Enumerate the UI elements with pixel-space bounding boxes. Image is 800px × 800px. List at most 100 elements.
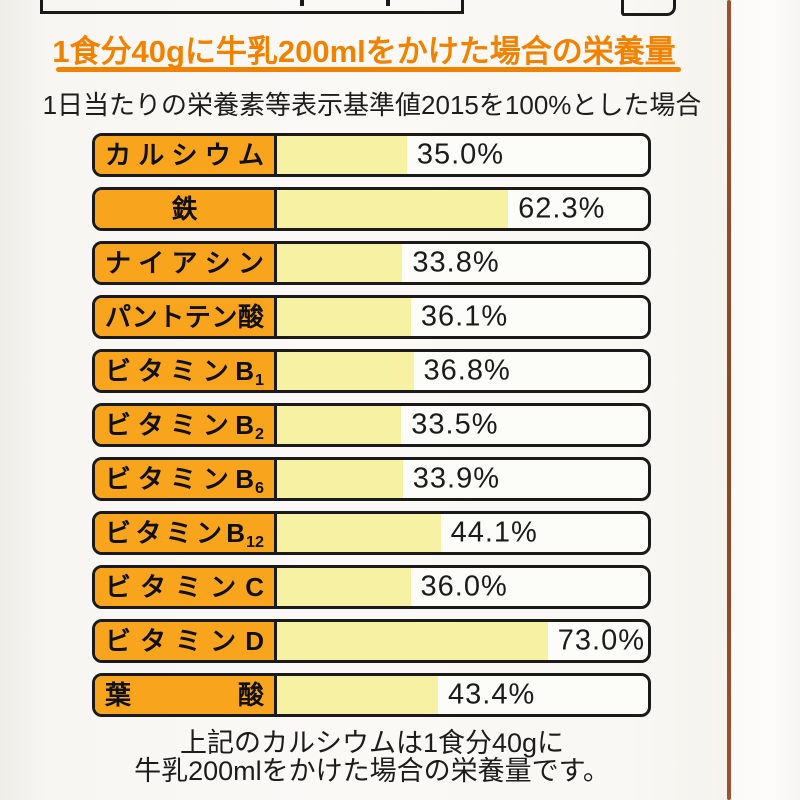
label-char: ン (210, 626, 237, 656)
nutrient-label: 葉酸 (95, 676, 277, 714)
label-char: パ (105, 302, 132, 332)
label-char: ト (158, 302, 185, 332)
cutoff-box-remnant (621, 0, 676, 16)
bar-value-label: 44.1% (450, 516, 538, 549)
label-subscript: 6 (255, 478, 264, 497)
nutrient-row: 鉄 62.3% (92, 187, 651, 231)
label-char: ン (202, 410, 229, 440)
label-char: ビ (105, 464, 132, 494)
nutrient-row: 葉酸 43.4% (92, 673, 651, 717)
package-edge-line (727, 0, 731, 800)
label-char: ミ (165, 518, 192, 548)
nutrient-label: 鉄 (95, 190, 277, 228)
label-char: C (245, 572, 264, 602)
nutrient-label: パントテン酸 (95, 298, 277, 336)
label-char: ビ (105, 356, 132, 386)
label-char: B6 (235, 464, 264, 497)
nutrient-row: ナイアシン 33.8% (92, 241, 651, 285)
label-char: 葉 (105, 680, 132, 710)
bar-value-label: 62.3% (518, 192, 606, 225)
label-char: 鉄 (171, 194, 198, 224)
bar-fill (277, 298, 411, 336)
bar-track: 36.8% (277, 352, 648, 390)
bar-value-label: 36.0% (420, 570, 508, 603)
label-char: ミ (170, 410, 197, 440)
package-edge-background (731, 0, 800, 800)
label-char: ナ (105, 248, 132, 278)
bar-value-label: 33.5% (411, 408, 499, 441)
bar-fill (277, 460, 403, 498)
label-char: ン (211, 302, 238, 332)
label-char: ン (237, 248, 264, 278)
label-char: ビ (105, 410, 132, 440)
table-cell-divider (300, 0, 304, 6)
label-char: タ (140, 626, 167, 656)
label-char: ビ (105, 572, 132, 602)
label-char: ビ (105, 626, 132, 656)
bar-fill (277, 514, 441, 552)
panel-subtitle: 1日当たりの栄養素等表示基準値2015を100%とした場合 (42, 90, 702, 120)
label-char: タ (137, 464, 164, 494)
label-char: ウ (204, 140, 231, 170)
bar-fill (277, 244, 403, 282)
label-char: ビ (105, 518, 132, 548)
bar-track: 62.3% (277, 190, 648, 228)
nutrient-row: ビタミン B2 33.5% (92, 403, 651, 447)
bar-track: 35.0% (277, 136, 648, 174)
label-char: シ (171, 140, 198, 170)
label-char: 酸 (237, 680, 264, 710)
footnote-caption: 上記のカルシウムは1食分40gに 牛乳200mlをかけた場合の栄養量です。 (0, 729, 744, 785)
label-subscript: 12 (246, 532, 264, 551)
label-char: ミ (175, 626, 202, 656)
bar-fill (277, 622, 548, 660)
nutrient-label: カルシウム (95, 136, 277, 174)
bar-track: 36.0% (277, 568, 648, 606)
nutrient-label: ビタミン B12 (95, 514, 277, 552)
label-char: ン (202, 464, 229, 494)
bar-track: 44.1% (277, 514, 648, 552)
nutrient-row: カルシウム 35.0% (92, 133, 651, 177)
bar-value-label: 33.9% (412, 462, 500, 495)
bar-value-label: 73.0% (557, 624, 645, 657)
label-char: B2 (235, 410, 264, 443)
nutrient-row: ビタミン B12 44.1% (92, 511, 651, 555)
bar-fill (277, 352, 414, 390)
label-char: シ (204, 248, 231, 278)
bar-value-label: 33.8% (412, 246, 500, 279)
label-char: タ (137, 410, 164, 440)
label-char: 酸 (237, 302, 264, 332)
bar-fill (277, 676, 438, 714)
label-char: ミ (170, 464, 197, 494)
label-subscript: 2 (255, 424, 264, 443)
nutrient-label: ビタミン B2 (95, 406, 277, 444)
bar-value-label: 43.4% (448, 678, 536, 711)
label-char: ル (138, 140, 165, 170)
nutrient-row: ビタミン B1 36.8% (92, 349, 651, 393)
cutoff-table-remnant (40, 0, 464, 14)
bar-fill (277, 406, 402, 444)
label-char: ミ (175, 572, 202, 602)
bar-track: 33.9% (277, 460, 648, 498)
label-char: B12 (226, 518, 264, 551)
bar-fill (277, 568, 411, 606)
footnote-line-2: 牛乳200mlをかけた場合の栄養量です。 (134, 756, 610, 786)
bar-track: 36.1% (277, 298, 648, 336)
label-char: D (245, 626, 264, 656)
nutrient-label: ビタミン B1 (95, 352, 277, 390)
label-char: ン (195, 518, 222, 548)
label-char: テ (184, 302, 211, 332)
label-char: ム (237, 140, 264, 170)
nutrient-row: パントテン酸 36.1% (92, 295, 651, 339)
bar-value-label: 35.0% (416, 138, 505, 171)
heading-underline (56, 67, 681, 72)
footnote-line-1: 上記のカルシウムは1食分40gに (179, 728, 565, 758)
bar-track: 33.5% (277, 406, 648, 444)
nutrient-bar-chart: カルシウム 35.0% 鉄 62.3% ナイアシン 33.8% パントテン酸 3… (92, 133, 651, 717)
label-char: ミ (170, 356, 197, 386)
label-char: ン (202, 356, 229, 386)
